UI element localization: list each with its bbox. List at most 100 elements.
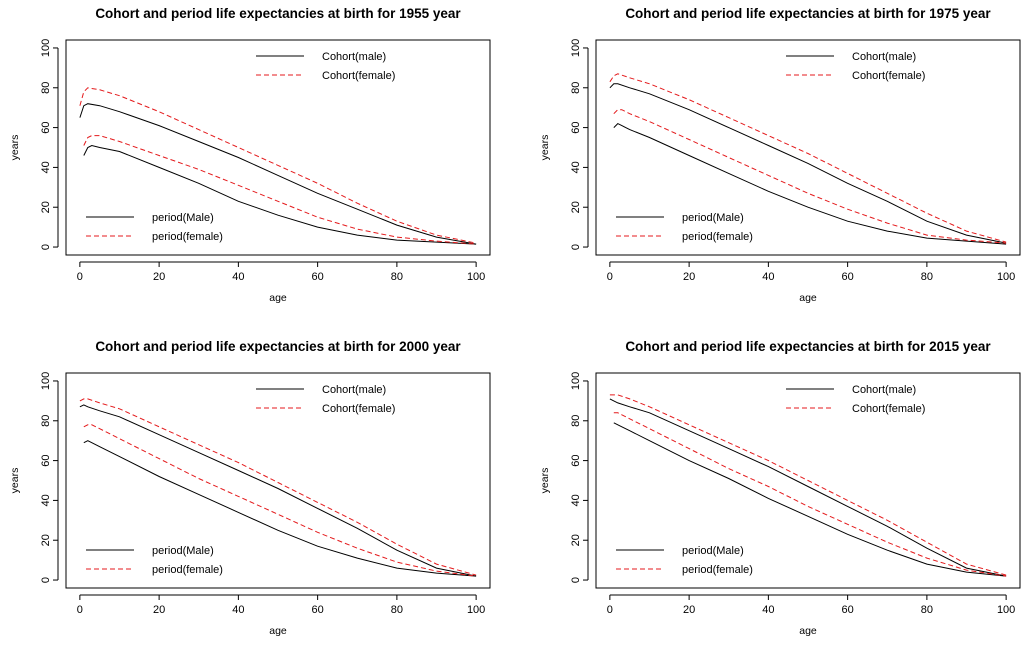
chart-title: Cohort and period life expectancies at b…	[625, 339, 991, 354]
y-tick-label: 60	[570, 121, 582, 133]
y-tick-label: 40	[40, 494, 52, 506]
series-line-period-male	[83, 144, 477, 245]
y-tick-label: 40	[570, 494, 582, 506]
x-tick-label: 100	[997, 271, 1015, 283]
y-tick-label: 80	[570, 82, 582, 94]
series-line-cohort-female	[609, 394, 1007, 576]
chart-svg-1975: Cohort and period life expectancies at b…	[539, 6, 1021, 304]
series-line-period-male	[613, 122, 1007, 245]
x-tick-label: 80	[391, 604, 403, 616]
y-tick-label: 20	[570, 201, 582, 213]
x-tick-label: 80	[921, 271, 933, 283]
y-tick-label: 80	[570, 415, 582, 427]
x-axis-label: age	[269, 292, 287, 304]
y-tick-label: 100	[40, 372, 52, 390]
x-tick-label: 60	[842, 271, 854, 283]
x-tick-label: 20	[153, 271, 165, 283]
x-tick-label: 20	[683, 271, 695, 283]
legend-label: period(female)	[152, 231, 223, 243]
x-tick-label: 60	[312, 271, 324, 283]
x-axis-label: age	[269, 625, 287, 637]
x-tick-label: 60	[312, 604, 324, 616]
y-tick-label: 0	[570, 244, 582, 250]
y-tick-label: 100	[40, 39, 52, 57]
y-tick-label: 0	[40, 244, 52, 250]
legend-label: Cohort(female)	[322, 403, 395, 415]
series-line-period-female	[613, 412, 1007, 577]
x-tick-label: 100	[997, 604, 1015, 616]
legend-label: Cohort(female)	[322, 70, 395, 82]
y-tick-label: 20	[570, 534, 582, 546]
y-tick-label: 100	[570, 372, 582, 390]
plot-frame	[595, 372, 1021, 589]
y-tick-label: 60	[570, 454, 582, 466]
plot-frame	[595, 39, 1021, 256]
x-tick-label: 40	[232, 604, 244, 616]
legend-label: Cohort(male)	[322, 51, 386, 63]
series-line-period-female	[83, 424, 477, 577]
legend-label: period(Male)	[152, 545, 214, 557]
y-tick-label: 20	[40, 201, 52, 213]
legend-label: Cohort(male)	[322, 384, 386, 396]
chart-panel-1975: Cohort and period life expectancies at b…	[530, 0, 1027, 322]
x-tick-label: 20	[683, 604, 695, 616]
chart-svg-2015: Cohort and period life expectancies at b…	[539, 339, 1021, 637]
x-tick-label: 40	[762, 604, 774, 616]
y-tick-label: 80	[40, 415, 52, 427]
x-tick-label: 100	[467, 271, 485, 283]
y-axis-label: years	[539, 468, 551, 494]
y-tick-label: 40	[570, 161, 582, 173]
legend-label: period(female)	[682, 231, 753, 243]
legend-label: Cohort(male)	[852, 51, 916, 63]
x-tick-label: 0	[77, 271, 83, 283]
x-tick-label: 80	[921, 604, 933, 616]
x-tick-label: 0	[607, 271, 613, 283]
y-tick-label: 0	[570, 577, 582, 583]
x-tick-label: 20	[153, 604, 165, 616]
series-line-cohort-male	[609, 83, 1007, 244]
x-axis-label: age	[799, 292, 817, 304]
x-axis-label: age	[799, 625, 817, 637]
legend-label: Cohort(female)	[852, 70, 925, 82]
y-tick-label: 60	[40, 121, 52, 133]
series-line-period-male	[83, 440, 477, 577]
series-line-period-male	[613, 422, 1007, 577]
x-tick-label: 100	[467, 604, 485, 616]
y-tick-label: 0	[40, 577, 52, 583]
chart-panel-1955: Cohort and period life expectancies at b…	[0, 0, 513, 322]
series-line-period-female	[613, 109, 1007, 244]
legend-label: Cohort(female)	[852, 403, 925, 415]
chart-panel-2015: Cohort and period life expectancies at b…	[530, 333, 1027, 655]
series-line-cohort-male	[79, 103, 477, 245]
legend-label: period(Male)	[682, 545, 744, 557]
y-axis-label: years	[9, 135, 21, 161]
y-tick-label: 100	[570, 39, 582, 57]
x-tick-label: 0	[607, 604, 613, 616]
series-line-cohort-male	[79, 404, 477, 577]
legend-label: Cohort(male)	[852, 384, 916, 396]
plot-frame	[65, 372, 491, 589]
chart-title: Cohort and period life expectancies at b…	[95, 339, 461, 354]
x-tick-label: 40	[762, 271, 774, 283]
chart-svg-2000: Cohort and period life expectancies at b…	[9, 339, 491, 637]
series-line-cohort-female	[79, 87, 477, 244]
chart-panel-2000: Cohort and period life expectancies at b…	[0, 333, 513, 655]
legend-label: period(Male)	[152, 212, 214, 224]
chart-title: Cohort and period life expectancies at b…	[95, 6, 461, 21]
series-line-cohort-male	[609, 398, 1007, 577]
legend-label: period(female)	[682, 564, 753, 576]
y-axis-label: years	[539, 135, 551, 161]
chart-title: Cohort and period life expectancies at b…	[625, 6, 991, 21]
y-tick-label: 80	[40, 82, 52, 94]
series-line-cohort-female	[79, 398, 477, 576]
plot-frame	[65, 39, 491, 256]
y-tick-label: 60	[40, 454, 52, 466]
x-tick-label: 40	[232, 271, 244, 283]
y-tick-label: 20	[40, 534, 52, 546]
x-tick-label: 60	[842, 604, 854, 616]
series-line-cohort-female	[609, 73, 1007, 243]
chart-svg-1955: Cohort and period life expectancies at b…	[9, 6, 491, 304]
legend-label: period(female)	[152, 564, 223, 576]
series-line-period-female	[83, 135, 477, 245]
x-tick-label: 0	[77, 604, 83, 616]
